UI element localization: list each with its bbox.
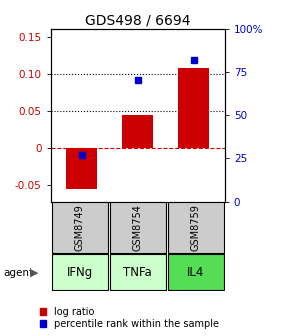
Bar — [110, 202, 166, 253]
Bar — [52, 202, 108, 253]
Text: GSM8759: GSM8759 — [191, 204, 201, 251]
Title: GDS498 / 6694: GDS498 / 6694 — [85, 13, 191, 28]
Bar — [122, 115, 153, 148]
Bar — [168, 254, 224, 290]
Bar — [178, 68, 209, 148]
Text: ▶: ▶ — [30, 268, 39, 278]
Text: agent: agent — [3, 268, 33, 278]
Bar — [168, 202, 224, 253]
Bar — [110, 254, 166, 290]
Text: IFNg: IFNg — [67, 266, 93, 279]
Text: GSM8754: GSM8754 — [133, 204, 143, 251]
Legend: log ratio, percentile rank within the sample: log ratio, percentile rank within the sa… — [40, 307, 219, 329]
Bar — [66, 148, 97, 189]
Text: GSM8749: GSM8749 — [75, 204, 85, 251]
Text: TNFa: TNFa — [123, 266, 152, 279]
Bar — [52, 254, 108, 290]
Text: IL4: IL4 — [187, 266, 204, 279]
